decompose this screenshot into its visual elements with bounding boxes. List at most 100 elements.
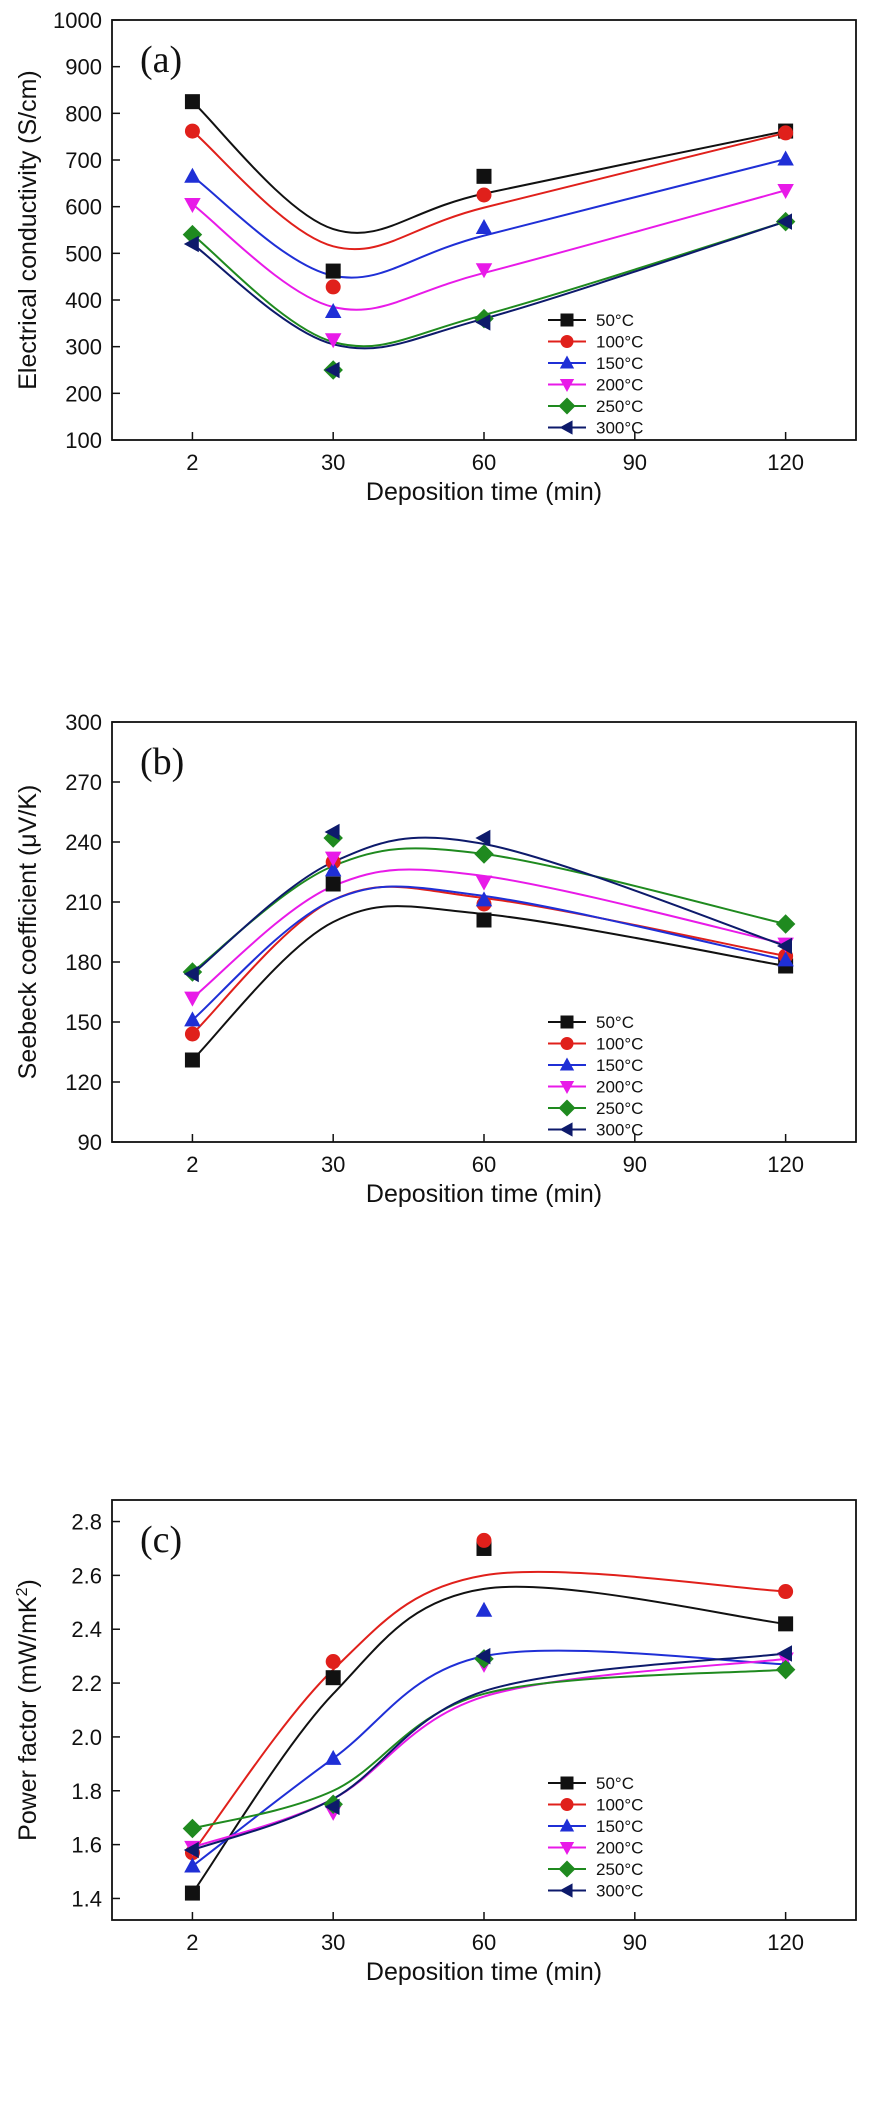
data-point xyxy=(325,1670,341,1686)
y-tick-label: 1.4 xyxy=(71,1886,102,1911)
x-tick-label: 120 xyxy=(767,1152,804,1177)
fit-curve-50c xyxy=(191,905,786,1061)
data-point xyxy=(474,844,494,864)
fit-curve-250c xyxy=(192,1668,786,1830)
fit-curve-300c xyxy=(192,1652,786,1851)
x-tick-label: 90 xyxy=(623,1152,647,1177)
legend-marker xyxy=(560,1798,574,1811)
legend-marker xyxy=(559,1883,573,1898)
x-tick-label: 90 xyxy=(623,450,647,475)
y-axis-title-end: ) xyxy=(14,1579,42,1587)
x-tick-label: 120 xyxy=(767,1930,804,1955)
legend-marker xyxy=(559,1122,573,1137)
data-point xyxy=(476,912,492,928)
data-point xyxy=(475,1647,491,1665)
legend-label: 50°C xyxy=(596,1774,634,1793)
data-point xyxy=(778,125,794,141)
y-axis-title: Power factor (mW/mK2) xyxy=(14,1579,42,1841)
data-point xyxy=(324,1798,340,1816)
data-point xyxy=(325,263,341,279)
legend-marker xyxy=(559,1841,575,1855)
legend-marker xyxy=(559,1818,575,1832)
legend-label: 100°C xyxy=(596,1796,643,1815)
legend: 50°C 100°C 150°C 200°C 250°C 300°C xyxy=(548,311,643,438)
y-axis-title: Seebeck coefficient (μV/K) xyxy=(14,785,42,1080)
y-tick-label: 700 xyxy=(65,148,102,173)
legend-label: 250°C xyxy=(596,1860,643,1879)
y-tick-label: 100 xyxy=(65,428,102,453)
y-tick-label: 2.2 xyxy=(71,1671,102,1696)
y-tick-label: 200 xyxy=(65,381,102,406)
y-tick-label: 300 xyxy=(65,335,102,360)
legend-label: 150°C xyxy=(596,1056,643,1075)
data-point xyxy=(476,168,492,184)
chart-panel-a: 2 30 60 90 120 100 200 300 400 500 600 700 800 900 100… xyxy=(14,8,857,506)
data-point xyxy=(184,1885,200,1901)
data-point xyxy=(183,965,199,983)
plot-frame xyxy=(111,1499,857,1921)
data-point xyxy=(777,150,794,166)
chart-panel-c: 2 30 60 90 120 1.4 1.6 1.8 2.0 2.2 2.4 2.6 2.8 Deposi… xyxy=(14,1499,857,1986)
y-tick-label: 300 xyxy=(65,710,102,735)
legend-label: 300°C xyxy=(596,419,643,438)
legend-label: 150°C xyxy=(596,354,643,373)
data-point xyxy=(476,187,492,203)
fit-curve-300c xyxy=(191,220,786,350)
fit-curve-50c xyxy=(191,1585,786,1894)
y-tick-label: 2.6 xyxy=(71,1563,102,1588)
y-axis-title: Electrical conductivity (S/cm) xyxy=(14,70,42,390)
legend-marker xyxy=(560,1037,574,1050)
x-tick-label: 60 xyxy=(472,1152,496,1177)
legend-marker xyxy=(560,313,574,327)
legend-label: 200°C xyxy=(596,1078,643,1097)
data-point xyxy=(324,361,340,379)
legend: 50°C 100°C 150°C 200°C 250°C 300°C xyxy=(548,1013,643,1140)
x-tick-label: 2 xyxy=(186,1152,198,1177)
y-tick-label: 210 xyxy=(65,890,102,915)
data-point xyxy=(184,1026,200,1042)
y-axis-title-superscript: 2 xyxy=(14,1587,31,1596)
data-point xyxy=(324,1749,342,1765)
fit-curve-150c xyxy=(191,885,786,1021)
y-tick-label: 800 xyxy=(65,101,102,126)
x-tick-label: 30 xyxy=(321,1930,345,1955)
y-tick-label: 150 xyxy=(65,1010,102,1035)
legend-marker xyxy=(559,1080,575,1094)
legend-label: 300°C xyxy=(596,1121,643,1140)
data-point xyxy=(778,1584,794,1600)
fit-curve-300c xyxy=(191,836,786,975)
legend-label: 100°C xyxy=(596,1035,643,1054)
legend-label: 250°C xyxy=(596,397,643,416)
legend-marker xyxy=(560,1015,574,1029)
legend-marker xyxy=(559,355,575,369)
y-tick-label: 900 xyxy=(65,55,102,80)
data-point xyxy=(184,1857,201,1873)
y-tick-label: 400 xyxy=(65,288,102,313)
x-tick-label: 2 xyxy=(186,450,198,475)
panel-label: (a) xyxy=(140,39,182,81)
x-tick-label: 90 xyxy=(623,1930,647,1955)
data-point xyxy=(476,1532,492,1548)
fit-curve-150c xyxy=(191,158,786,279)
y-tick-label: 2.8 xyxy=(71,1510,102,1535)
data-point xyxy=(184,94,200,110)
data-point xyxy=(475,263,493,279)
legend-marker xyxy=(560,335,574,348)
data-point xyxy=(183,235,199,253)
x-tick-label: 2 xyxy=(186,1930,198,1955)
y-tick-label: 270 xyxy=(65,770,102,795)
fit-curve-100c xyxy=(191,130,786,251)
data-point xyxy=(184,123,200,139)
data-point xyxy=(324,823,340,841)
legend-marker xyxy=(559,1057,575,1071)
chart-panel-b: 2 30 60 90 120 90 120 150 180 210 240 270 300 Deposit… xyxy=(14,710,857,1208)
data-point xyxy=(475,314,491,331)
y-tick-label: 90 xyxy=(78,1130,102,1155)
legend-marker xyxy=(558,1860,576,1878)
data-point xyxy=(475,891,493,907)
x-tick-label: 30 xyxy=(321,450,345,475)
y-tick-label: 1.8 xyxy=(71,1779,102,1804)
data-point xyxy=(475,875,493,891)
y-tick-label: 500 xyxy=(65,241,102,266)
